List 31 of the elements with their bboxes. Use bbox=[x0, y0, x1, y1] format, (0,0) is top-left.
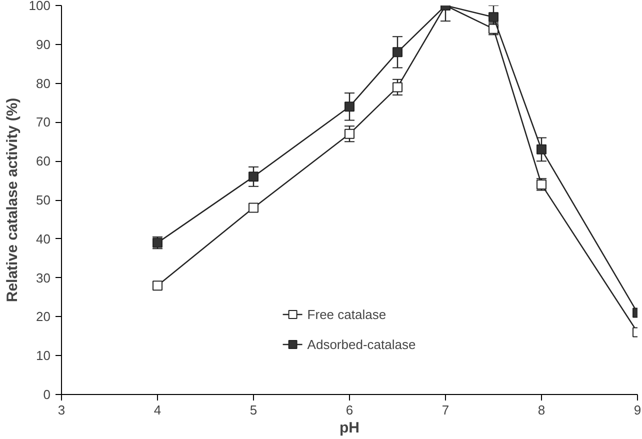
x-tick-label: 8 bbox=[538, 402, 546, 418]
point bbox=[152, 280, 162, 291]
x-tick-label: 5 bbox=[250, 402, 258, 418]
point bbox=[392, 47, 402, 58]
x-tick-label: 3 bbox=[58, 402, 66, 418]
point bbox=[344, 128, 354, 139]
y-tick-label: 40 bbox=[36, 231, 51, 246]
x-axis-title: pH bbox=[340, 420, 360, 436]
point bbox=[392, 82, 402, 92]
y-tick-label: 10 bbox=[36, 348, 51, 364]
y-axis-title: Relative catalase activity (%) bbox=[4, 98, 21, 302]
y-tick-label: 60 bbox=[36, 154, 51, 169]
y-tick-label: 20 bbox=[36, 309, 51, 324]
legend-label: Free catalase bbox=[307, 306, 386, 322]
x-tick-label: 7 bbox=[442, 402, 450, 418]
point bbox=[488, 12, 498, 22]
x-tick-label: 6 bbox=[346, 402, 354, 418]
y-tick-label: 30 bbox=[36, 270, 51, 286]
y-tick-label: 0 bbox=[43, 387, 51, 402]
point bbox=[344, 102, 354, 112]
point bbox=[248, 172, 258, 182]
y-tick-label: 50 bbox=[36, 192, 51, 208]
x-tick-label: 4 bbox=[154, 402, 162, 418]
y-tick-label: 90 bbox=[36, 36, 51, 52]
y-tick-label: 80 bbox=[36, 76, 51, 91]
y-tick-label: 70 bbox=[36, 114, 51, 130]
legend-label: Adsorbed-catalase bbox=[307, 336, 416, 352]
x-tick-label: 9 bbox=[634, 402, 642, 418]
point bbox=[536, 144, 546, 154]
y-tick-label: 100 bbox=[28, 0, 51, 13]
point bbox=[248, 202, 258, 213]
